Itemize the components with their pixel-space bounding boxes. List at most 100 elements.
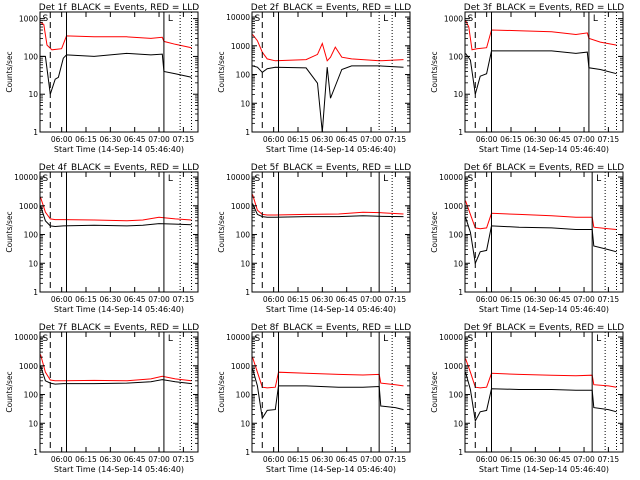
- lld-series-line: [40, 196, 192, 222]
- y-axis-label: Counts/sec: [217, 371, 226, 412]
- lld-series-line: [465, 200, 617, 230]
- y-tick-label: 1000: [231, 202, 250, 211]
- x-tick-label: 06:45: [549, 455, 571, 464]
- y-tick-label: 10: [240, 419, 250, 428]
- start-marker-label: S: [43, 174, 49, 184]
- x-tick-label: 07:00: [573, 295, 595, 304]
- x-tick-label: 06:00: [51, 135, 73, 144]
- y-tick-label: 100: [24, 391, 39, 400]
- plot-area: [465, 12, 618, 132]
- plot-area: [252, 172, 404, 292]
- y-tick-label: 100: [24, 52, 39, 61]
- x-tick-label: 06:30: [100, 135, 122, 144]
- x-tick-label: 06:45: [549, 295, 571, 304]
- panel-title: Det 9f_BLACK = Events, RED = LLD: [464, 323, 624, 333]
- x-tick-label: 06:45: [336, 135, 358, 144]
- start-marker-label: S: [255, 14, 261, 24]
- panel-frame: [251, 331, 411, 453]
- start-marker-label: S: [468, 14, 474, 24]
- y-tick-label: 1: [245, 288, 250, 297]
- start-marker-label: S: [468, 334, 474, 344]
- y-tick-label: 10: [28, 419, 38, 428]
- x-tick-label: 06:30: [312, 295, 334, 304]
- x-tick-label: 06:15: [500, 135, 522, 144]
- y-tick-label: 100: [236, 231, 251, 240]
- panel-title: Det 5f_BLACK = Events, RED = LLD: [251, 163, 411, 173]
- y-tick-label: 10000: [439, 173, 463, 182]
- panel-title: Det 8f_BLACK = Events, RED = LLD: [251, 323, 411, 333]
- plot-area: [252, 332, 404, 452]
- y-axis-label: Counts/sec: [430, 371, 439, 412]
- end-marker-label: L: [593, 14, 598, 24]
- end-marker-label: L: [596, 174, 601, 184]
- x-axis-label: Start Time (14-Sep-14 05:46:40): [479, 145, 609, 154]
- x-axis-label: Start Time (14-Sep-14 05:46:40): [266, 465, 396, 474]
- plot-area: [40, 172, 193, 292]
- y-axis-label: Counts/sec: [430, 211, 439, 252]
- x-tick-label: 06:45: [549, 135, 571, 144]
- x-tick-label: 06:30: [312, 135, 334, 144]
- x-tick-label: 07:15: [385, 295, 407, 304]
- x-axis-label: Start Time (14-Sep-14 05:46:40): [54, 465, 184, 474]
- x-tick-label: 06:45: [336, 295, 358, 304]
- y-tick-label: 10000: [14, 333, 38, 342]
- x-tick-label: 07:00: [148, 295, 170, 304]
- start-marker-label: S: [43, 14, 49, 24]
- y-tick-label: 1: [458, 128, 463, 137]
- x-tick-label: 07:15: [598, 135, 620, 144]
- end-marker-label: L: [596, 334, 601, 344]
- plot-area: [465, 172, 618, 292]
- x-tick-label: 07:15: [385, 135, 407, 144]
- x-tick-label: 07:15: [598, 295, 620, 304]
- x-tick-label: 06:45: [124, 135, 146, 144]
- y-tick-label: 1000: [444, 15, 463, 24]
- y-tick-label: 1000: [444, 362, 463, 371]
- y-tick-label: 1: [245, 128, 250, 137]
- events-series-line: [465, 50, 617, 95]
- y-tick-label: 100: [236, 391, 251, 400]
- x-tick-label: 07:00: [360, 295, 382, 304]
- y-axis-label: Counts/sec: [217, 51, 226, 92]
- x-tick-label: 06:00: [263, 455, 285, 464]
- panel-frame: [464, 331, 624, 453]
- x-tick-label: 06:30: [525, 455, 547, 464]
- panel-title: Det 6f_BLACK = Events, RED = LLD: [464, 163, 624, 173]
- start-marker-label: S: [255, 334, 261, 344]
- y-tick-label: 10: [28, 90, 38, 99]
- y-tick-label: 100: [24, 231, 39, 240]
- x-tick-label: 07:15: [173, 135, 195, 144]
- y-tick-label: 100: [449, 391, 464, 400]
- x-tick-label: 06:45: [124, 295, 146, 304]
- y-tick-label: 1000: [19, 202, 38, 211]
- panel-frame: [464, 11, 624, 133]
- x-axis-label: Start Time (14-Sep-14 05:46:40): [266, 305, 396, 314]
- x-tick-label: 07:15: [173, 295, 195, 304]
- x-tick-label: 06:45: [124, 455, 146, 464]
- y-tick-label: 1000: [19, 362, 38, 371]
- panel-frame: [39, 171, 199, 293]
- end-marker-label: L: [168, 174, 173, 184]
- events-series-line: [40, 52, 192, 95]
- y-tick-label: 100: [449, 231, 464, 240]
- x-tick-label: 06:00: [263, 135, 285, 144]
- x-tick-label: 06:15: [287, 295, 309, 304]
- y-tick-label: 10: [453, 90, 463, 99]
- y-tick-label: 10000: [226, 333, 250, 342]
- panel-title: Det 7f_BLACK = Events, RED = LLD: [39, 323, 199, 333]
- events-series-line: [40, 365, 192, 385]
- x-tick-label: 06:00: [51, 455, 73, 464]
- plot-area: [40, 332, 193, 452]
- y-tick-label: 1: [458, 288, 463, 297]
- lld-series-line: [465, 358, 617, 389]
- y-tick-label: 100: [449, 52, 464, 61]
- y-tick-label: 1: [245, 448, 250, 457]
- panel-frame: [39, 11, 199, 133]
- x-axis-label: Start Time (14-Sep-14 05:46:40): [54, 305, 184, 314]
- x-axis-label: Start Time (14-Sep-14 05:46:40): [54, 145, 184, 154]
- y-tick-label: 10000: [439, 333, 463, 342]
- lld-series-line: [465, 20, 617, 51]
